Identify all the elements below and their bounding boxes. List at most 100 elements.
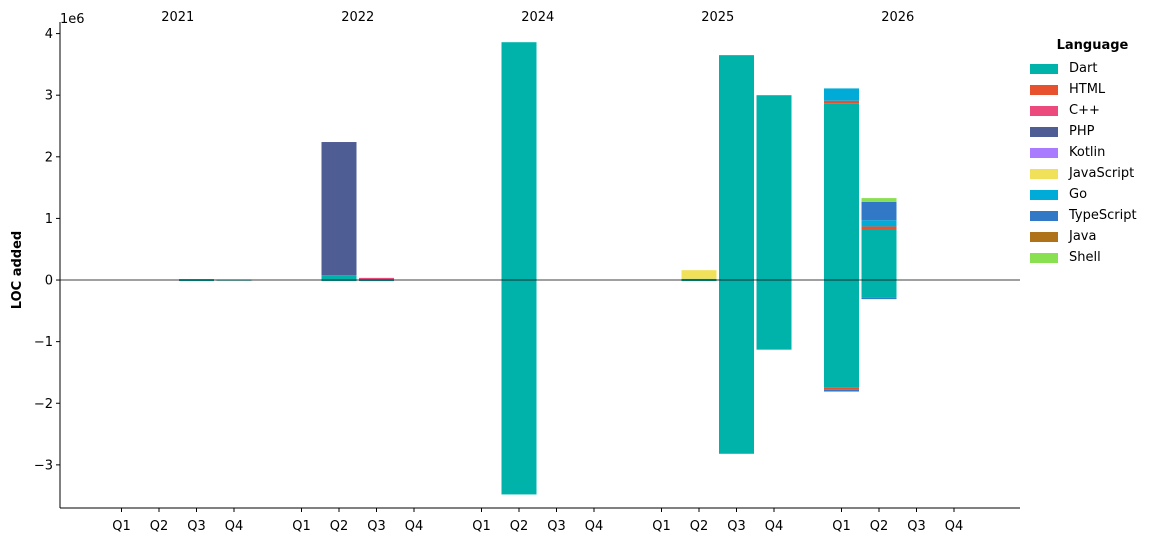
- bar-segment-dart: [861, 280, 897, 298]
- bar-segment-dart: [824, 103, 859, 281]
- legend-swatch: [1030, 84, 1058, 95]
- x-tick-label: Q3: [547, 519, 566, 534]
- y-tick-label: −3: [34, 458, 53, 473]
- bar-segment-typescript: [824, 389, 859, 392]
- x-tick-label: Q2: [330, 519, 349, 534]
- x-ticks: Q1 Q2 Q3 Q4 Q1 Q2 Q3 Q4 Q1 Q2 Q3 Q4 Q1 Q2 Q3 Q4 Q1 Q2 Q3 Q4: [112, 508, 963, 534]
- year-label: 2024: [521, 10, 554, 25]
- bar-segment-dart: [756, 95, 792, 281]
- bar-segment-dart: [321, 275, 357, 281]
- bar-stack: [681, 270, 717, 282]
- x-tick-label: Q4: [765, 519, 784, 534]
- bar-segment-go: [861, 220, 897, 227]
- bar-segment-c-: [359, 277, 394, 281]
- legend-swatch: [1030, 189, 1058, 200]
- bar-stack: [824, 88, 859, 392]
- legend-label: C++: [1069, 103, 1100, 118]
- legend-item: JavaScript: [1030, 163, 1155, 184]
- year-label: 2022: [341, 10, 374, 25]
- legend-label: TypeScript: [1069, 208, 1137, 223]
- y-tick-label: −2: [34, 397, 53, 412]
- legend-item: PHP: [1030, 121, 1155, 142]
- legend-swatch: [1030, 168, 1058, 179]
- legend-label: Shell: [1069, 250, 1101, 265]
- bar-segment-typescript: [861, 297, 897, 300]
- x-tick-label: Q1: [652, 519, 671, 534]
- bar-segment-typescript: [861, 201, 897, 221]
- year-label: 2021: [161, 10, 194, 25]
- bar-segment-html: [861, 226, 897, 230]
- x-tick-label: Q1: [292, 519, 311, 534]
- x-tick-label: Q2: [510, 519, 529, 534]
- bar-segment-html: [824, 100, 859, 104]
- bar-segment-dart: [681, 280, 717, 282]
- legend-item: Java: [1030, 226, 1155, 247]
- x-tick-label: Q3: [367, 519, 386, 534]
- legend-swatch: [1030, 231, 1058, 242]
- bars-layer: [179, 42, 897, 495]
- legend-label: Java: [1069, 229, 1097, 244]
- bar-segment-dart: [501, 42, 537, 281]
- legend-label: Kotlin: [1069, 145, 1106, 160]
- bar-stack: [756, 95, 792, 350]
- bar-segment-dart: [681, 278, 717, 281]
- x-tick-label: Q3: [187, 519, 206, 534]
- x-tick-label: Q4: [585, 519, 604, 534]
- bar-segment-html: [824, 387, 859, 390]
- legend-item: Go: [1030, 184, 1155, 205]
- bar-segment-javascript: [681, 270, 717, 279]
- x-tick-label: Q4: [945, 519, 964, 534]
- bar-segment-dart: [861, 229, 897, 281]
- legend-swatch: [1030, 252, 1058, 263]
- y-tick-label: 2: [45, 150, 53, 165]
- legend-label: Go: [1069, 187, 1088, 202]
- legend-swatch: [1030, 147, 1058, 158]
- legend-label: Dart: [1069, 61, 1098, 76]
- x-tick-label: Q2: [870, 519, 889, 534]
- bar-segment-dart: [824, 280, 859, 388]
- bar-segment-dart: [179, 280, 214, 282]
- bar-segment-java: [179, 279, 214, 281]
- bar-segment-dart: [719, 280, 754, 454]
- bar-stack: [321, 142, 357, 282]
- legend-item: Kotlin: [1030, 142, 1155, 163]
- legend-item: HTML: [1030, 79, 1155, 100]
- bar-stack: [719, 55, 754, 454]
- y-tick-label: 4: [45, 27, 53, 42]
- y-tick-label: 1: [45, 212, 53, 227]
- year-labels: 2021 2022 2024 2025 2026: [161, 10, 914, 25]
- legend-title: Language: [1056, 38, 1129, 53]
- x-tick-label: Q4: [225, 519, 244, 534]
- x-tick-label: Q1: [472, 519, 491, 534]
- x-tick-label: Q1: [112, 519, 131, 534]
- y-axis-label: LOC added: [10, 231, 25, 309]
- year-label: 2026: [881, 10, 914, 25]
- legend-items: Dart HTML C++ PHP Kotlin JavaScript Go TypeScri…: [1030, 58, 1155, 268]
- bar-stack: [359, 277, 394, 282]
- legend-item: Shell: [1030, 247, 1155, 268]
- y-tick-label: −1: [34, 335, 53, 350]
- legend-swatch: [1030, 63, 1058, 74]
- bar-stack: [501, 42, 537, 495]
- bar-segment-dart: [501, 280, 537, 495]
- legend-label: JavaScript: [1069, 166, 1135, 181]
- bar-segment-go: [824, 88, 859, 101]
- x-tick-label: Q1: [832, 519, 851, 534]
- bar-segment-php: [321, 142, 357, 276]
- y-tick-label: 0: [45, 274, 53, 289]
- bar-segment-dart: [756, 280, 792, 350]
- legend-swatch: [1030, 126, 1058, 137]
- legend-swatch: [1030, 210, 1058, 221]
- bar-segment-shell: [861, 198, 897, 202]
- legend-swatch: [1030, 105, 1058, 116]
- y-ticks: −3 −2 −1 0 1 2 3 4: [34, 27, 60, 473]
- bar-stack: [861, 198, 897, 300]
- legend-item: TypeScript: [1030, 205, 1155, 226]
- x-tick-label: Q4: [405, 519, 424, 534]
- legend-item: Dart: [1030, 58, 1155, 79]
- legend-label: HTML: [1069, 82, 1106, 97]
- year-label: 2025: [701, 10, 734, 25]
- legend-label: PHP: [1069, 124, 1095, 139]
- x-tick-label: Q3: [907, 519, 926, 534]
